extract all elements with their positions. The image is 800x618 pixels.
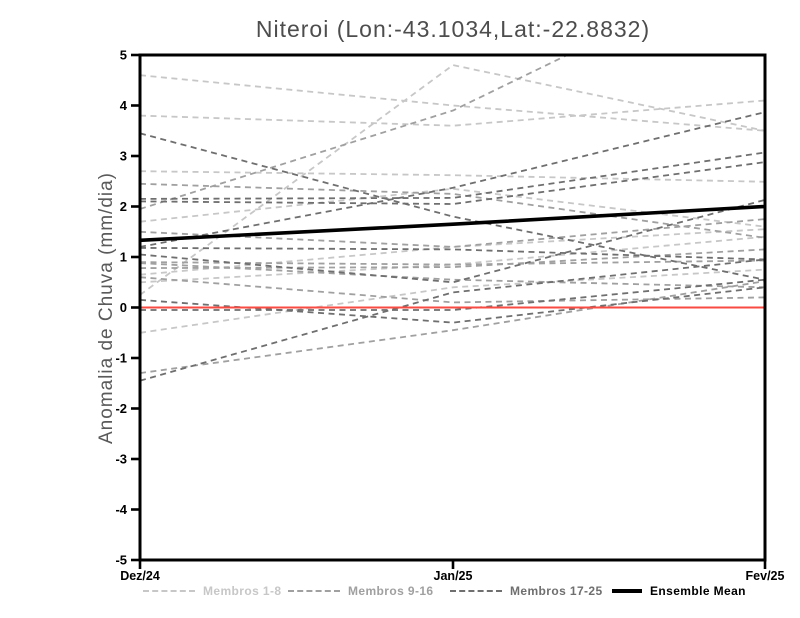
trace-member-17 bbox=[140, 132, 765, 281]
trace-member-25 bbox=[140, 278, 765, 311]
chart-title: Niteroi (Lon:-43.1034,Lat:-22.8832) bbox=[255, 16, 651, 42]
trace-member-24 bbox=[140, 258, 765, 382]
x-tick-label: Dez/24 bbox=[120, 569, 160, 583]
y-tick-label: -2 bbox=[115, 401, 127, 416]
legend-line-swatch bbox=[143, 590, 195, 592]
legend-label: Membros 17-25 bbox=[510, 584, 603, 598]
trace-member-23 bbox=[140, 286, 765, 324]
trace-member-18 bbox=[140, 151, 765, 200]
y-tick-label: 4 bbox=[120, 98, 128, 113]
trace-member-12 bbox=[140, 248, 765, 269]
legend-line-swatch bbox=[288, 590, 340, 592]
y-tick-label: 2 bbox=[120, 199, 127, 214]
trace-member-11 bbox=[140, 280, 765, 374]
trace-member-06 bbox=[140, 268, 765, 334]
legend-item-membros-3: Membros 17-25 bbox=[450, 583, 603, 599]
trace-member-16 bbox=[140, 276, 765, 304]
y-tick-label: -4 bbox=[115, 502, 127, 517]
legend-line-swatch bbox=[450, 590, 502, 592]
legend-label: Membros 1-8 bbox=[203, 584, 282, 598]
trace-member-19 bbox=[140, 161, 765, 205]
y-tick-label: 3 bbox=[120, 149, 127, 164]
y-tick-label: 0 bbox=[120, 300, 127, 315]
y-tick-label: -1 bbox=[115, 351, 127, 366]
trace-member-21 bbox=[140, 247, 765, 261]
x-tick-label: Jan/25 bbox=[434, 569, 473, 583]
y-tick-label: -5 bbox=[115, 553, 127, 568]
trace-member-22 bbox=[140, 199, 765, 284]
trace-member-01 bbox=[140, 74, 765, 132]
chart-legend: Membros 1-8 Membros 9-16 Membros 17-25 Ense… bbox=[0, 583, 800, 603]
trace-member-03 bbox=[140, 99, 765, 127]
legend-item-membros-2: Membros 9-16 bbox=[288, 583, 434, 599]
trace-member-07 bbox=[140, 235, 765, 284]
y-tick-label: 5 bbox=[120, 48, 127, 63]
trace-ensemble-mean bbox=[140, 204, 765, 243]
x-tick-label: Fev/25 bbox=[746, 569, 785, 583]
legend-line-swatch bbox=[612, 589, 642, 593]
legend-item-ensemble-mean: Ensemble Mean bbox=[612, 583, 746, 599]
trace-member-02 bbox=[140, 64, 765, 296]
legend-label: Ensemble Mean bbox=[650, 584, 746, 598]
member-traces bbox=[140, 55, 765, 382]
trace-member-05 bbox=[140, 187, 765, 228]
trace-member-14 bbox=[140, 262, 765, 289]
trace-member-20 bbox=[140, 111, 765, 248]
legend-label: Membros 9-16 bbox=[348, 584, 434, 598]
y-tick-label: 1 bbox=[120, 250, 127, 265]
legend-item-membros-1: Membros 1-8 bbox=[143, 583, 281, 599]
y-tick-label: -3 bbox=[115, 452, 127, 467]
trace-member-09 bbox=[140, 55, 570, 210]
